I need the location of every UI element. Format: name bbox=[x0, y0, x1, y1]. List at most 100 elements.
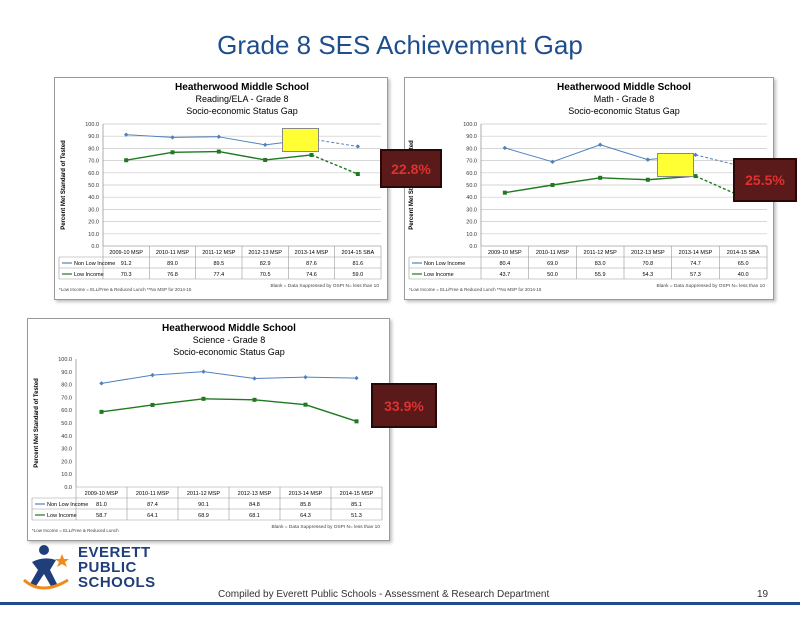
data-label: 51.3 bbox=[351, 513, 362, 519]
series-segment bbox=[172, 136, 219, 138]
y-tick-label: 80.0 bbox=[466, 146, 477, 152]
data-point bbox=[263, 157, 268, 162]
logo-text-1: EVERETT bbox=[78, 544, 151, 561]
data-label: 74.7 bbox=[690, 261, 701, 267]
legend-label: Low Income bbox=[424, 272, 454, 278]
legend-label: Non Low Income bbox=[47, 502, 88, 508]
legend-label: Low Income bbox=[47, 513, 77, 519]
x-tick-label: 2011-12 MSP bbox=[202, 250, 236, 256]
y-tick-label: 90.0 bbox=[466, 134, 477, 140]
data-label: 74.6 bbox=[306, 272, 317, 278]
y-tick-label: 20.0 bbox=[88, 220, 99, 226]
chart-subtitle2: Socio-economic Status Gap bbox=[568, 106, 680, 116]
y-tick-label: 30.0 bbox=[466, 207, 477, 213]
gap-label-reading: 22.8% bbox=[391, 160, 431, 177]
data-label: 64.3 bbox=[300, 513, 311, 519]
footnote-right: Blank = Data Suppressed by OSPI N= less … bbox=[270, 283, 379, 289]
y-axis-label: Percent Met Standard of Tested bbox=[34, 378, 40, 468]
series-segment bbox=[254, 376, 306, 379]
data-label: 58.7 bbox=[96, 513, 107, 519]
legend-label: Non Low Income bbox=[74, 261, 115, 267]
x-tick-label: 2014-15 SBA bbox=[341, 250, 374, 256]
data-point bbox=[170, 150, 175, 155]
y-tick-label: 0.0 bbox=[64, 485, 72, 491]
gap-label-math: 25.5% bbox=[745, 172, 785, 188]
x-tick-label: 2014-15 SBA bbox=[727, 250, 760, 256]
data-label: 65.0 bbox=[738, 261, 749, 267]
data-point bbox=[201, 369, 206, 374]
data-point bbox=[502, 145, 508, 151]
series-segment bbox=[305, 376, 357, 379]
y-tick-label: 40.0 bbox=[88, 195, 99, 201]
data-point bbox=[99, 409, 104, 414]
data-point bbox=[150, 372, 155, 378]
footer-bar bbox=[0, 602, 800, 605]
data-point bbox=[262, 142, 268, 148]
gap-label-science: 33.9% bbox=[384, 397, 424, 414]
y-axis-label: Percent Met Standard of Tested bbox=[61, 140, 67, 230]
y-tick-label: 90.0 bbox=[88, 134, 99, 140]
x-tick-label: 2013-14 MSP bbox=[679, 250, 713, 256]
data-label: 43.7 bbox=[499, 272, 510, 278]
highlight-box-math bbox=[657, 153, 694, 177]
data-label: 80.4 bbox=[499, 261, 510, 267]
data-point bbox=[303, 402, 308, 407]
x-tick-label: 2009-10 MSP bbox=[488, 250, 522, 256]
data-point bbox=[693, 174, 698, 179]
y-tick-label: 100.0 bbox=[85, 122, 99, 128]
series-segment bbox=[218, 150, 266, 161]
data-label: 85.1 bbox=[351, 502, 362, 508]
data-label: 90.1 bbox=[198, 502, 209, 508]
data-point bbox=[597, 142, 603, 147]
y-tick-label: 20.0 bbox=[466, 220, 477, 226]
y-tick-label: 70.0 bbox=[61, 395, 72, 401]
data-label: 50.0 bbox=[547, 272, 558, 278]
data-point bbox=[502, 190, 507, 195]
series-segment bbox=[552, 144, 601, 163]
x-tick-label: 2013-14 MSP bbox=[289, 491, 323, 497]
data-point bbox=[124, 158, 129, 163]
chart-title: Heatherwood Middle School bbox=[557, 82, 691, 93]
data-point bbox=[123, 132, 129, 137]
logo-figure-icon bbox=[23, 545, 69, 590]
y-tick-label: 10.0 bbox=[466, 232, 477, 238]
footnote-left: *Low Income = ELL/Free & Reduced Lunch *… bbox=[409, 287, 542, 292]
series-segment bbox=[552, 177, 601, 186]
series-segment bbox=[126, 151, 173, 161]
chart-title: Heatherwood Middle School bbox=[175, 82, 309, 93]
data-point bbox=[598, 175, 603, 180]
series-segment bbox=[305, 404, 357, 423]
x-tick-label: 2010-11 MSP bbox=[136, 491, 170, 497]
data-label: 76.8 bbox=[167, 272, 178, 278]
data-point bbox=[201, 396, 206, 401]
y-tick-label: 10.0 bbox=[61, 472, 72, 478]
y-tick-label: 80.0 bbox=[88, 146, 99, 152]
chart-panel-science: Heatherwood Middle School Science - Grade… bbox=[27, 318, 390, 541]
y-tick-label: 0.0 bbox=[91, 244, 99, 250]
data-point bbox=[252, 376, 257, 381]
footnote-right: Blank = Data Suppressed by OSPI N= less … bbox=[271, 524, 380, 530]
data-label: 70.5 bbox=[260, 272, 271, 278]
data-point bbox=[216, 134, 222, 140]
x-tick-label: 2011-12 MSP bbox=[187, 491, 221, 497]
data-label: 54.3 bbox=[642, 272, 653, 278]
data-point bbox=[99, 381, 104, 386]
page-number: 19 bbox=[757, 589, 769, 600]
data-label: 40.0 bbox=[738, 272, 749, 278]
y-tick-label: 30.0 bbox=[88, 207, 99, 213]
gap-box-reading: 22.8% bbox=[380, 149, 442, 188]
footnote-left: *Low Income = ELL/Free & Reduced Lunch bbox=[32, 528, 119, 533]
chart-subtitle: Math - Grade 8 bbox=[594, 94, 655, 104]
y-tick-label: 100.0 bbox=[463, 122, 477, 128]
series-segment bbox=[504, 147, 553, 163]
series-segment bbox=[203, 371, 255, 379]
data-point bbox=[645, 177, 650, 182]
footnote-right: Blank = Data Suppressed by OSPI N= less … bbox=[656, 283, 765, 289]
y-tick-label: 60.0 bbox=[466, 171, 477, 177]
y-tick-label: 20.0 bbox=[61, 459, 72, 465]
data-label: 68.9 bbox=[198, 513, 209, 519]
y-tick-label: 40.0 bbox=[466, 195, 477, 201]
x-tick-label: 2010-11 MSP bbox=[156, 250, 190, 256]
